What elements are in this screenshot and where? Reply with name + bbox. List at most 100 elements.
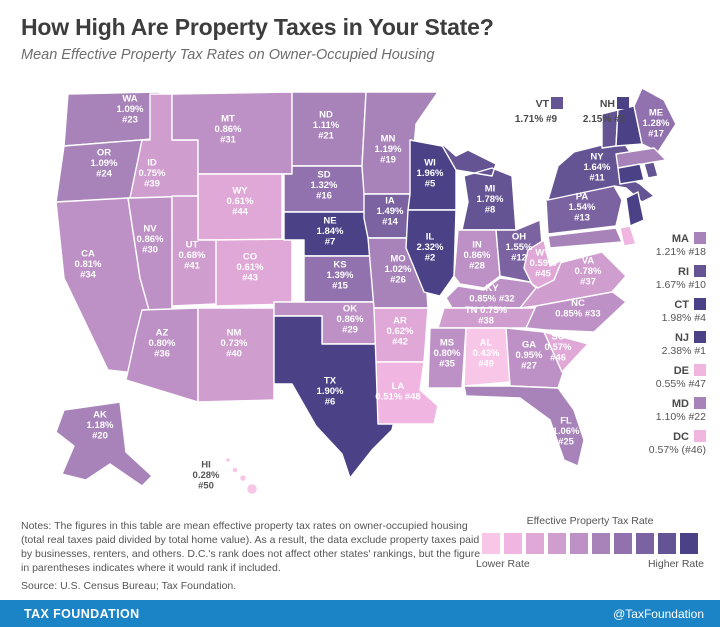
state-color-swatch (694, 397, 706, 409)
side-list-abbr: MA (612, 232, 706, 246)
side-list-item-de: DE 0.55% #47 (612, 364, 706, 391)
callout-vt-abbr: VT (536, 98, 550, 110)
state-or-label: OR 1.09% #24 (91, 148, 118, 180)
state-ia-label: IA 1.49% #14 (377, 196, 404, 228)
state-fl-shape (463, 385, 585, 467)
state-nv-label: NV 0.86% #30 (137, 224, 164, 256)
state-color-swatch (694, 298, 706, 310)
legend-swatch-4 (548, 533, 566, 554)
legend-swatch-2 (504, 533, 522, 554)
state-ma-shape (615, 147, 667, 169)
state-nc-label: NC 0.85% #33 (555, 298, 600, 320)
state-de-shape (619, 225, 637, 247)
footer-bar: TAX FOUNDATION @TaxFoundation (0, 600, 720, 627)
callout-vt-swatch (551, 97, 563, 109)
side-list-value: 1.67% #10 (655, 279, 706, 291)
state-il-shape (405, 209, 457, 297)
state-ak-label: AK 1.18% #20 (87, 410, 114, 442)
header: How High Are Property Taxes in Your Stat… (21, 14, 494, 63)
state-mo-label: MO 1.02% #26 (385, 254, 412, 286)
state-color-swatch (694, 430, 706, 442)
side-list-value: 1.21% #18 (655, 246, 706, 258)
side-list-abbr: DC (612, 430, 706, 444)
state-ne-label: NE 1.84% #7 (317, 216, 344, 248)
state-ri-shape (643, 161, 659, 179)
side-list-item-dc: DC 0.57% (#46) (612, 430, 706, 457)
state-nd-label: ND 1.11% #21 (313, 110, 340, 142)
state-ok-label: OK 0.86% #29 (337, 304, 364, 336)
state-mt-label: MT 0.86% #31 (215, 114, 242, 146)
state-ut-label: UT 0.68% #41 (179, 240, 206, 272)
state-hi-shape (224, 456, 259, 496)
state-va-shape (519, 251, 627, 309)
side-list-item-ma: MA 1.21% #18 (612, 232, 706, 259)
side-list-item-md: MD 1.10% #22 (612, 397, 706, 424)
state-az-label: AZ 0.80% #36 (149, 328, 176, 360)
state-nm-label: NM 0.73% #40 (221, 328, 248, 360)
state-mn-label: MN 1.19% #19 (375, 134, 402, 166)
state-ar-label: AR 0.62% #42 (387, 316, 414, 348)
notes-text: Notes: The figures in this table are mea… (21, 520, 481, 575)
footer-twitter-handle: @TaxFoundation (613, 606, 704, 621)
state-tx-shape (273, 315, 399, 479)
callout-nh-value: 2.15% #3 (583, 114, 626, 125)
legend-swatch-7 (614, 533, 632, 554)
side-list-abbr: CT (612, 298, 706, 312)
state-ms-shape (427, 327, 467, 389)
legend-swatch-10 (680, 533, 698, 554)
state-ks-label: KS 1.39% #15 (327, 260, 354, 292)
state-hi-label: HI 0.28% #50 (193, 460, 220, 492)
side-list-abbr: MD (612, 397, 706, 411)
state-md-shape (547, 227, 623, 249)
side-list-item-ct: CT 1.98% #4 (612, 298, 706, 325)
state-color-swatch (694, 331, 706, 343)
side-list-value: 2.38% #1 (661, 345, 706, 357)
state-sc-label: SC 0.57% #46 (545, 332, 572, 364)
state-color-swatch (694, 232, 706, 244)
state-pa-label: PA 1.54% #13 (569, 192, 596, 224)
state-color-swatch (694, 364, 706, 376)
legend-swatch-5 (570, 533, 588, 554)
legend-labels: Lower Rate Higher Rate (476, 558, 704, 570)
legend: Effective Property Tax Rate Lower Rate H… (476, 515, 704, 570)
side-list-value: 1.98% #4 (661, 312, 706, 324)
state-ga-label: GA 0.95% #27 (516, 340, 543, 372)
state-oh-label: OH 1.55% #12 (506, 232, 533, 264)
state-wi-label: WI 1.96% #5 (417, 158, 444, 190)
side-list-value: 0.55% #47 (655, 378, 706, 390)
legend-title: Effective Property Tax Rate (526, 515, 654, 527)
state-ky-label: KY 0.85% #32 (469, 283, 514, 305)
page-subtitle: Mean Effective Property Tax Rates on Own… (21, 47, 435, 63)
side-list-item-ri: RI 1.67% #10 (612, 265, 706, 292)
legend-higher-label: Higher Rate (647, 558, 704, 570)
legend-lower-label: Lower Rate (476, 558, 530, 570)
legend-swatch-8 (636, 533, 654, 554)
state-wy-label: WY 0.61% #44 (227, 186, 254, 218)
source-text: Source: U.S. Census Bureau; Tax Foundati… (21, 580, 237, 593)
state-ct-shape (617, 163, 645, 185)
state-il-label: IL 2.32% #2 (417, 232, 444, 264)
side-list-abbr: NJ (612, 331, 706, 345)
legend-color-ramp (476, 533, 704, 554)
state-nm-shape (197, 307, 275, 403)
state-wv-shape (523, 239, 563, 289)
us-choropleth-map: WA 1.09% #23 OR 1.09% #24 CA 0.81% #34 NV 0.86% #30… (55, 87, 677, 496)
callout-vt-value: 1.71% #9 (515, 114, 558, 125)
northeast-states-list: MA 1.21% #18 RI 1.67% #10 CT 1.98% #4 NJ 2.38% … (612, 232, 706, 463)
side-list-value: 1.10% #22 (655, 411, 706, 423)
state-me-label: ME 1.28% #17 (643, 108, 670, 140)
notes-block: Notes: The figures in this table are mea… (21, 519, 487, 593)
side-list-abbr: RI (612, 265, 706, 279)
legend-swatch-1 (482, 533, 500, 554)
state-va-label: VA 0.78% #37 (575, 256, 602, 288)
state-ms-label: MS 0.80% #35 (434, 338, 461, 370)
side-list-value: 0.57% (#46) (648, 444, 706, 456)
state-la-shape (375, 361, 439, 425)
legend-swatch-6 (592, 533, 610, 554)
page-title: How High Are Property Taxes in Your Stat… (21, 14, 494, 40)
state-ny-label: NY 1.64% #11 (584, 152, 611, 184)
state-sd-label: SD 1.32% #16 (311, 170, 338, 202)
state-mi-label: MI 1.78% #8 (477, 184, 504, 216)
state-co-label: CO 0.61% #43 (237, 252, 264, 284)
callout-nh-abbr: NH (600, 98, 615, 110)
